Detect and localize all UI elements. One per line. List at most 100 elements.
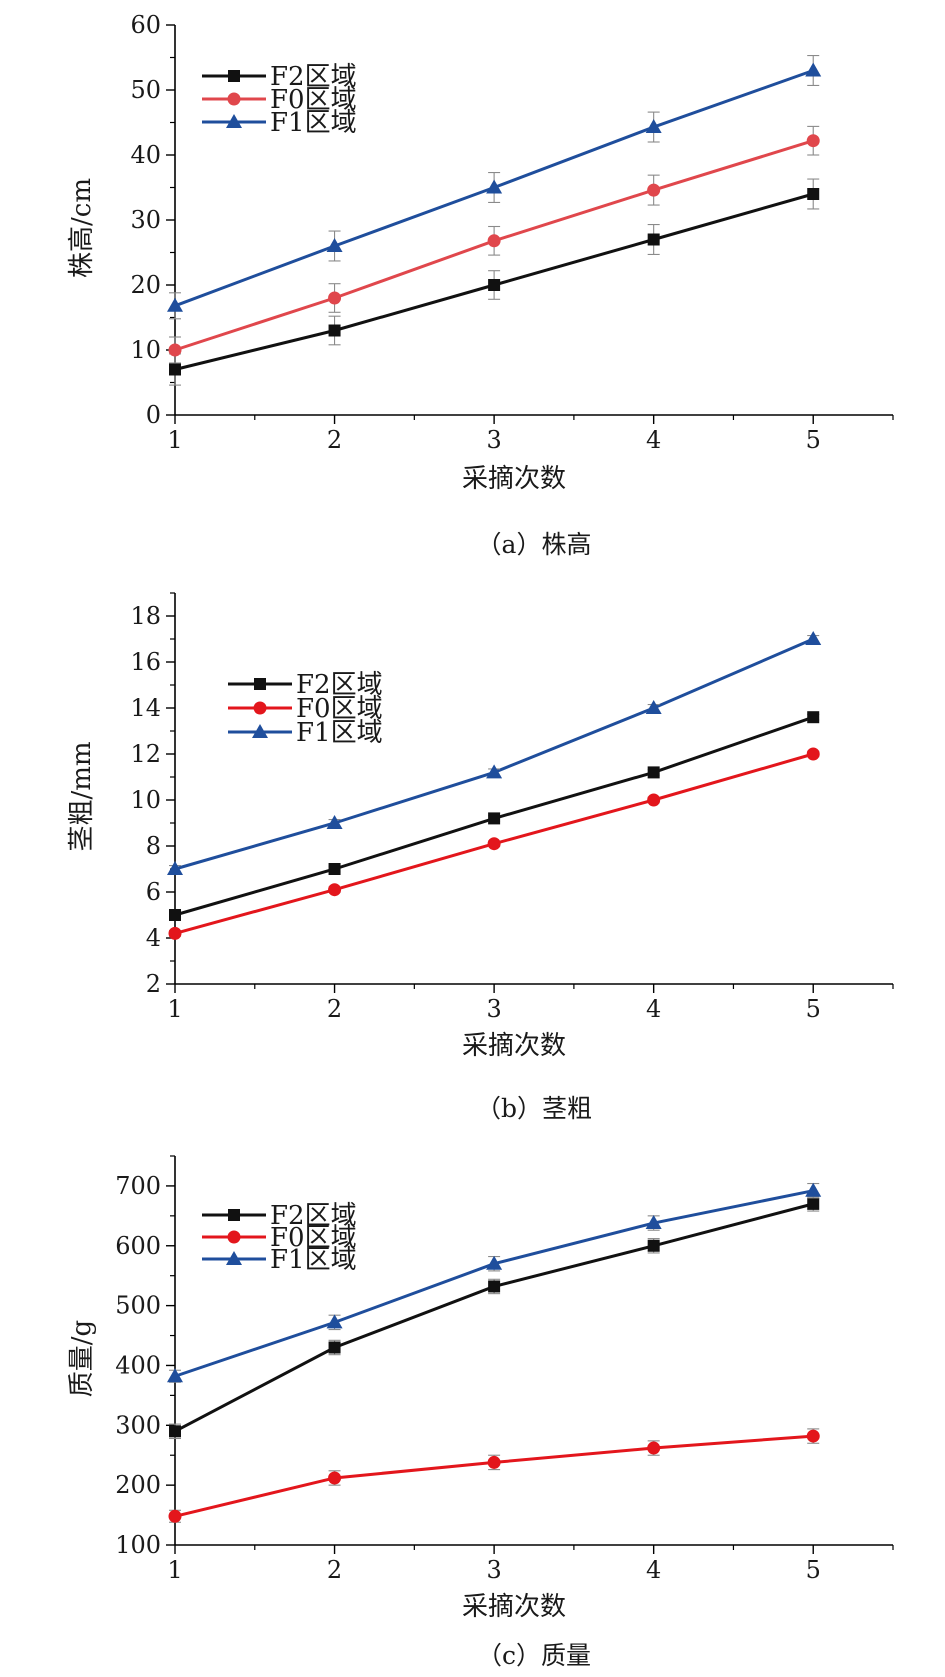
- legend-entry: F2区域: [228, 670, 383, 700]
- data-point: [647, 183, 661, 197]
- data-point: [647, 1441, 661, 1455]
- legend-marker: [252, 724, 268, 738]
- y-axis-title: 质量/g: [67, 1320, 97, 1397]
- data-point: [168, 926, 182, 940]
- series-square: [169, 1196, 820, 1440]
- y-tick-label: 14: [130, 694, 161, 722]
- x-tick-label: 5: [806, 1556, 821, 1584]
- data-point: [487, 234, 501, 248]
- y-tick-label: 40: [130, 141, 161, 169]
- data-point: [486, 764, 503, 779]
- legend-label: F0区域: [296, 694, 383, 724]
- legend-label: F2区域: [270, 1201, 357, 1231]
- y-tick-label: 600: [115, 1232, 161, 1260]
- legend-label: F1区域: [296, 718, 383, 748]
- y-tick-label: 50: [130, 76, 161, 104]
- series-triangle: [167, 1182, 822, 1383]
- y-tick-label: 30: [130, 206, 161, 234]
- data-point: [805, 631, 822, 645]
- data-point: [168, 343, 182, 357]
- data-point: [328, 1471, 342, 1485]
- x-tick-label: 2: [327, 995, 342, 1023]
- series-square: [169, 711, 820, 921]
- series-triangle: [167, 54, 822, 320]
- legend-label: F1区域: [270, 1245, 357, 1275]
- data-point: [807, 1197, 820, 1210]
- legend-marker: [253, 701, 267, 715]
- data-point: [486, 1255, 503, 1270]
- data-point: [647, 1239, 660, 1252]
- legend-entry: F0区域: [202, 85, 357, 115]
- y-tick-label: 100: [115, 1531, 161, 1559]
- data-point: [328, 863, 341, 875]
- data-point: [328, 1341, 341, 1354]
- x-tick-label: 4: [646, 995, 661, 1023]
- data-point: [806, 747, 820, 761]
- legend-marker: [227, 1230, 241, 1244]
- data-point: [488, 812, 501, 825]
- legend-marker: [226, 114, 242, 128]
- x-tick-label: 1: [167, 995, 182, 1023]
- data-point: [806, 1429, 820, 1443]
- data-point: [807, 188, 820, 200]
- legend-marker: [226, 1251, 242, 1265]
- data-point: [806, 134, 820, 148]
- x-tick-label: 4: [646, 426, 661, 454]
- series-circle: [168, 1428, 820, 1523]
- y-tick-label: 60: [130, 11, 161, 39]
- y-tick-label: 700: [115, 1172, 161, 1200]
- x-tick-label: 3: [486, 426, 501, 454]
- data-point: [487, 1455, 501, 1469]
- figure-caption: （c）质量: [477, 1641, 591, 1670]
- y-tick-label: 400: [115, 1351, 161, 1379]
- data-point: [326, 1314, 343, 1329]
- y-tick-label: 200: [115, 1471, 161, 1499]
- x-tick-label: 3: [486, 1556, 501, 1584]
- figure-caption: （b）茎粗: [476, 1094, 592, 1123]
- legend-label: F0区域: [270, 85, 357, 115]
- data-point: [328, 324, 341, 337]
- data-point: [326, 815, 343, 829]
- data-point: [805, 62, 822, 77]
- y-tick-label: 0: [146, 401, 161, 429]
- y-tick-label: 18: [130, 602, 161, 630]
- data-point: [647, 233, 660, 246]
- x-tick-label: 1: [167, 1556, 182, 1584]
- series-line: [174, 637, 814, 871]
- x-axis-title: 采摘次数: [462, 1592, 566, 1622]
- chart-panel-3: 100 200 300 400 500 600 700 1 2 3 4 5 采摘次数 质量/g F2区域F0…: [67, 1155, 894, 1670]
- legend-entry: F0区域: [202, 1223, 357, 1253]
- legend-label: F2区域: [296, 670, 383, 700]
- data-point: [645, 700, 662, 714]
- data-point: [328, 883, 342, 897]
- y-tick-label: 2: [146, 970, 161, 998]
- x-tick-label: 2: [327, 1556, 342, 1584]
- legend-label: F1区域: [270, 108, 357, 138]
- data-point: [486, 179, 503, 194]
- series-triangle: [167, 631, 822, 875]
- series-circle: [168, 125, 820, 364]
- data-point: [807, 711, 820, 724]
- legend-entry: F1区域: [228, 718, 383, 748]
- y-tick-label: 12: [130, 740, 161, 768]
- legend-marker: [228, 1209, 240, 1221]
- legend-entry: F0区域: [228, 694, 383, 724]
- x-tick-label: 2: [327, 426, 342, 454]
- legend-entry: F2区域: [202, 1201, 357, 1231]
- data-point: [647, 793, 661, 807]
- data-point: [328, 291, 342, 305]
- y-tick-label: 500: [115, 1292, 161, 1320]
- series-circle: [168, 747, 820, 940]
- legend-marker: [228, 70, 240, 82]
- y-axis-title: 茎粗/mm: [67, 741, 97, 851]
- data-point: [647, 766, 660, 779]
- y-tick-label: 10: [130, 336, 161, 364]
- x-tick-label: 5: [806, 995, 821, 1023]
- x-tick-label: 5: [806, 426, 821, 454]
- legend-entry: F1区域: [202, 1245, 357, 1275]
- series-line: [174, 1434, 814, 1518]
- data-point: [488, 1280, 501, 1293]
- y-tick-label: 300: [115, 1411, 161, 1439]
